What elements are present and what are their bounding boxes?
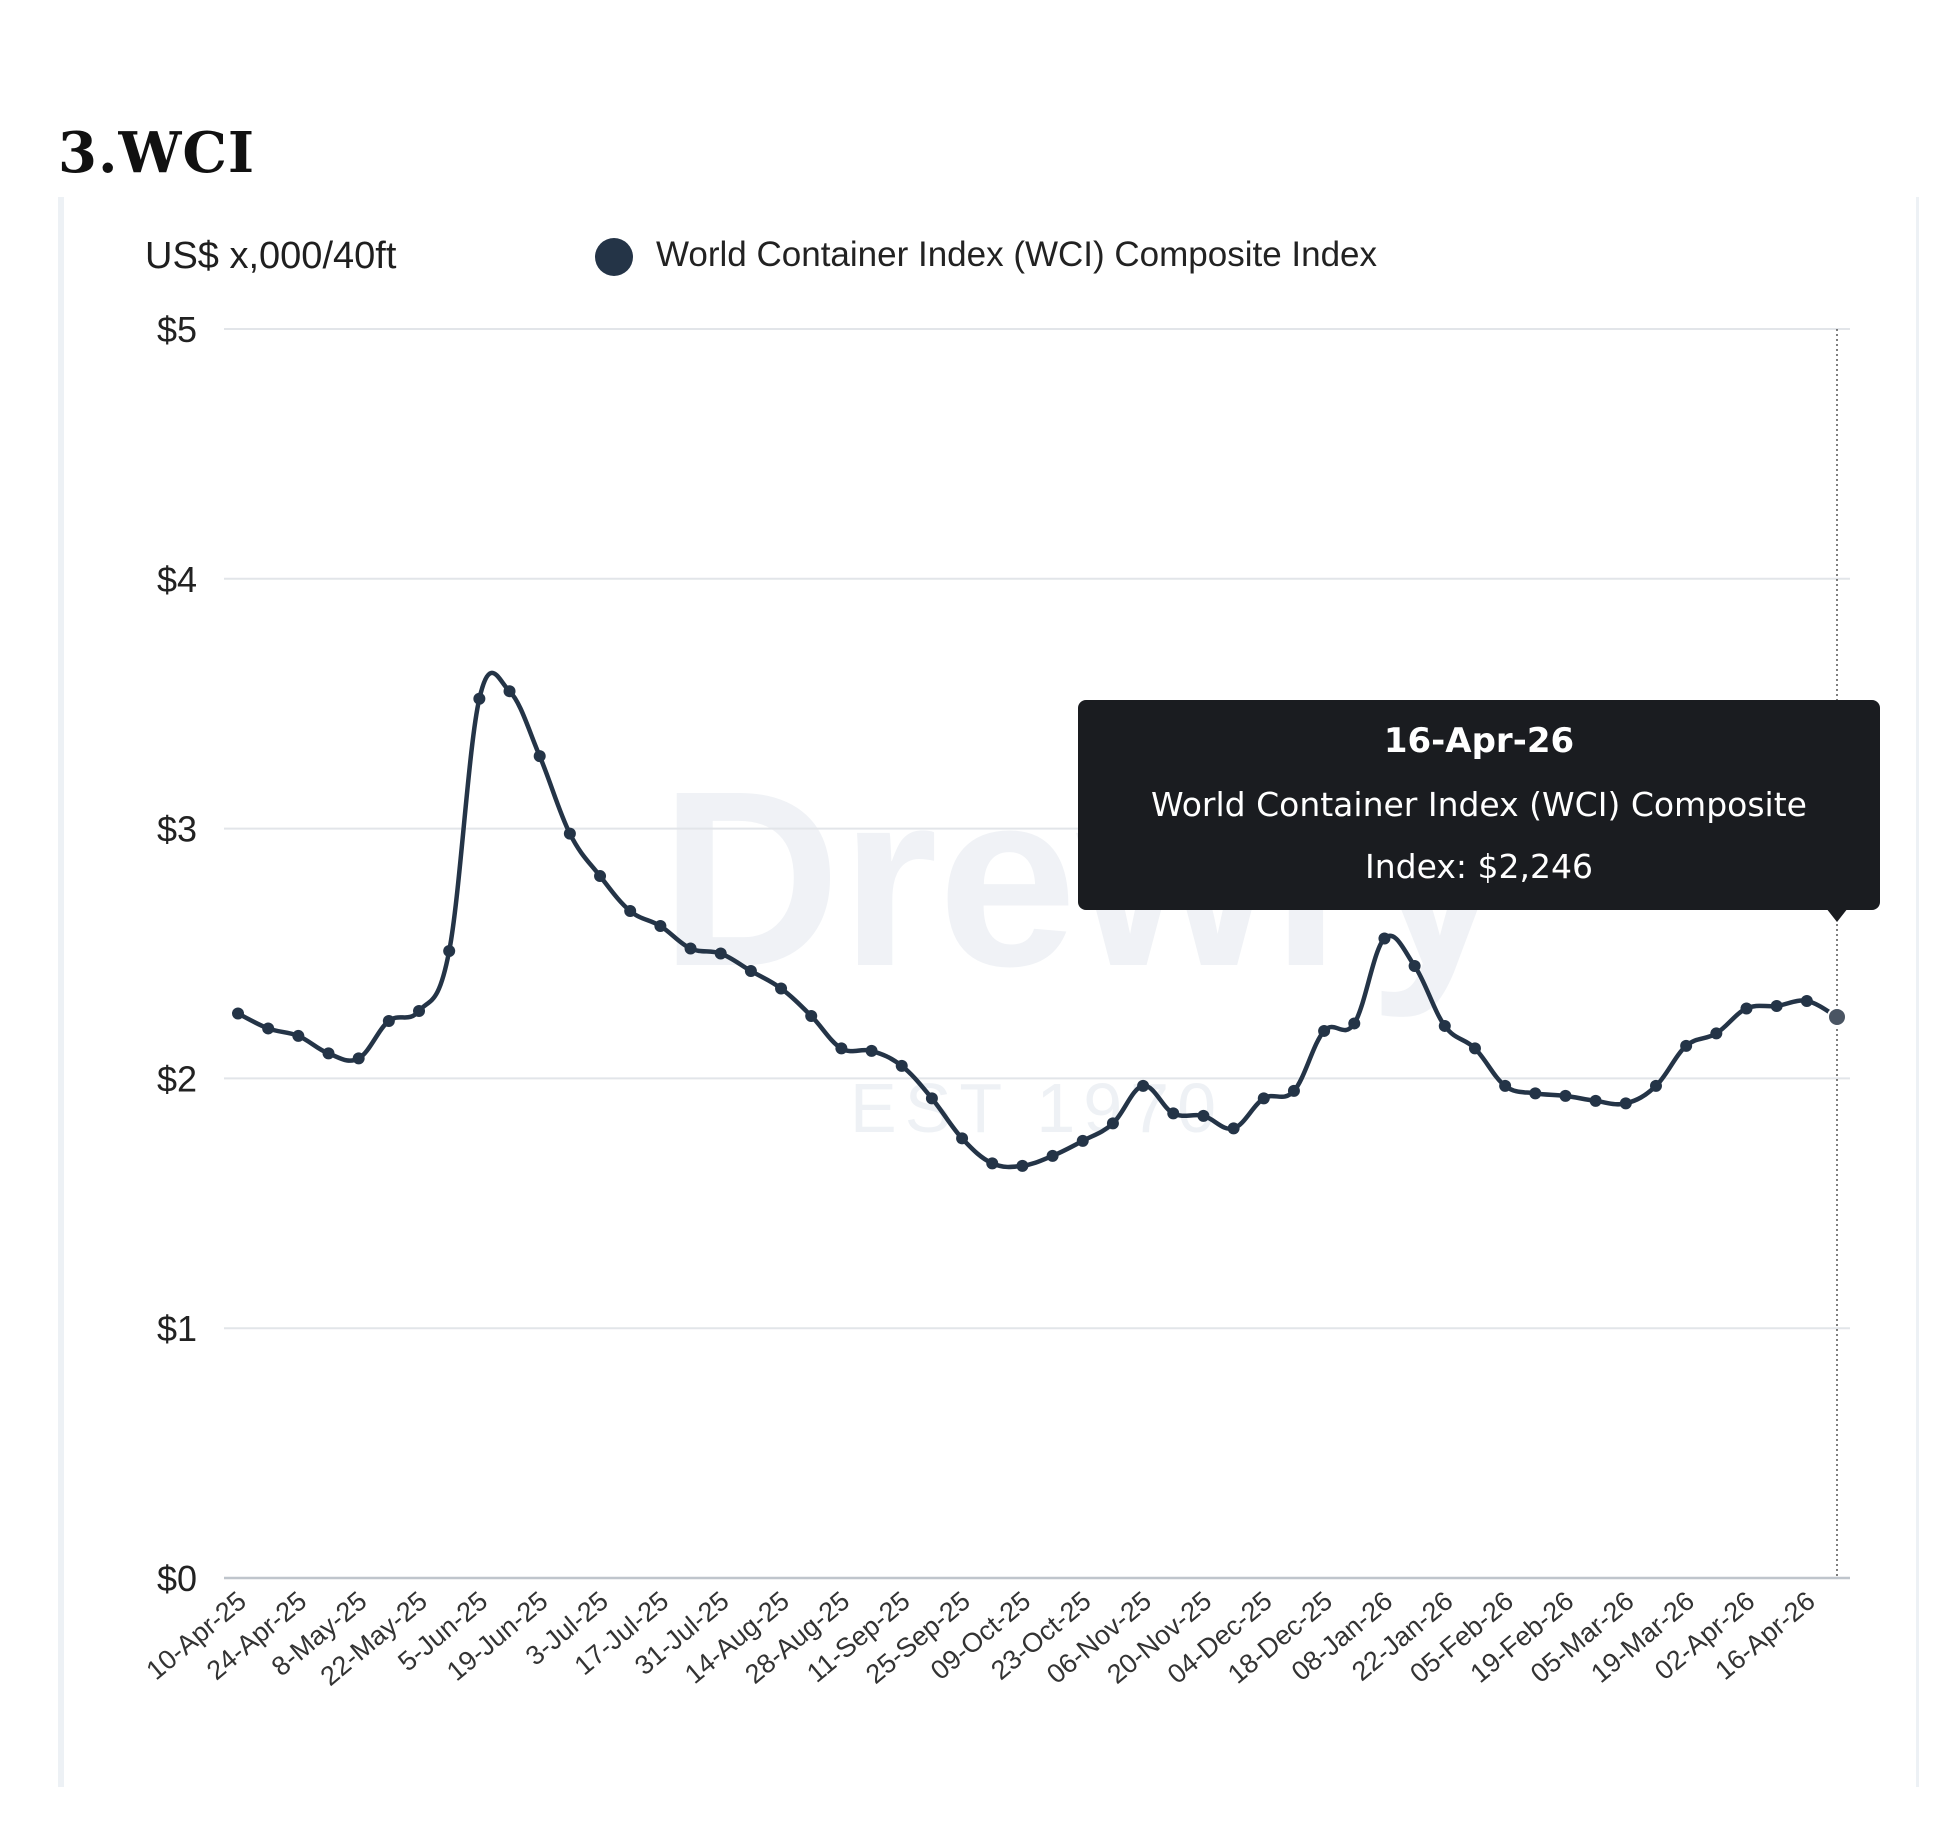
data-point[interactable]: [1499, 1079, 1512, 1092]
data-point[interactable]: [533, 750, 546, 763]
data-point[interactable]: [1710, 1027, 1723, 1040]
data-point[interactable]: [1016, 1159, 1029, 1172]
data-point[interactable]: [925, 1092, 938, 1105]
data-point[interactable]: [1408, 959, 1421, 972]
data-point[interactable]: [744, 964, 757, 977]
data-point[interactable]: [835, 1042, 848, 1055]
y-tick-label: $0: [157, 1558, 197, 1599]
data-point[interactable]: [1649, 1079, 1662, 1092]
y-axis: $0 $1 $2 $3 $4 $5: [157, 309, 197, 1599]
data-point[interactable]: [594, 870, 607, 883]
data-point[interactable]: [865, 1044, 878, 1057]
y-tick-label: $4: [157, 559, 197, 600]
data-point[interactable]: [1438, 1019, 1451, 1032]
data-point[interactable]: [1770, 999, 1783, 1012]
data-point[interactable]: [503, 685, 516, 698]
data-point[interactable]: [1287, 1084, 1300, 1097]
data-point[interactable]: [1680, 1039, 1693, 1052]
data-point[interactable]: [714, 947, 727, 960]
legend-label: World Container Index (WCI) Composite In…: [656, 235, 1378, 274]
data-point[interactable]: [382, 1014, 395, 1027]
data-point[interactable]: [1378, 932, 1391, 945]
data-point[interactable]: [1257, 1092, 1270, 1105]
data-point[interactable]: [352, 1052, 365, 1065]
chart-panel: [58, 197, 1919, 1787]
tooltip-series-name: World Container Index (WCI) Composite: [1151, 785, 1807, 824]
watermark-since: EST 1970: [850, 1069, 1224, 1147]
data-point[interactable]: [1046, 1149, 1059, 1162]
data-point[interactable]: [1167, 1107, 1180, 1120]
data-point[interactable]: [1619, 1097, 1632, 1110]
data-point[interactable]: [563, 827, 576, 840]
data-point[interactable]: [1137, 1079, 1150, 1092]
y-tick-label: $5: [157, 309, 197, 350]
data-point[interactable]: [624, 905, 637, 918]
data-point[interactable]: [895, 1059, 908, 1072]
tooltip: 16-Apr-26 World Container Index (WCI) Co…: [1078, 700, 1880, 922]
data-point[interactable]: [1318, 1024, 1331, 1037]
y-tick-label: $1: [157, 1308, 197, 1349]
data-point[interactable]: [413, 1004, 426, 1017]
data-point[interactable]: [654, 920, 667, 933]
y-unit-label: US$ x,000/40ft: [145, 235, 397, 277]
tooltip-pointer: [1826, 908, 1848, 922]
tooltip-date: 16-Apr-26: [1384, 721, 1574, 761]
y-tick-label: $3: [157, 809, 197, 850]
data-point[interactable]: [262, 1022, 275, 1035]
data-point[interactable]: [1589, 1094, 1602, 1107]
data-point[interactable]: [443, 945, 456, 958]
data-point[interactable]: [322, 1047, 335, 1060]
tooltip-box: [1078, 700, 1880, 910]
data-point[interactable]: [1529, 1087, 1542, 1100]
section-heading: 3.WCI: [58, 120, 256, 186]
data-point[interactable]: [1227, 1122, 1240, 1135]
data-point[interactable]: [775, 982, 788, 995]
data-point[interactable]: [1800, 994, 1813, 1007]
data-point[interactable]: [986, 1157, 999, 1170]
legend[interactable]: World Container Index (WCI) Composite In…: [595, 235, 1378, 276]
data-point[interactable]: [1076, 1134, 1089, 1147]
data-point[interactable]: [1197, 1109, 1210, 1122]
series-points[interactable]: [232, 685, 1847, 1172]
data-point[interactable]: [1348, 1017, 1361, 1030]
tooltip-value: Index: $2,246: [1365, 847, 1593, 886]
data-point[interactable]: [1740, 1002, 1753, 1015]
data-point[interactable]: [684, 942, 697, 955]
data-point[interactable]: [473, 692, 486, 705]
data-point[interactable]: [232, 1007, 244, 1020]
data-point[interactable]: [292, 1029, 305, 1042]
data-point[interactable]: [805, 1009, 818, 1022]
legend-marker-icon: [595, 238, 633, 276]
data-point[interactable]: [1468, 1042, 1481, 1055]
data-point[interactable]: [1106, 1117, 1119, 1130]
data-point[interactable]: [1559, 1089, 1572, 1102]
y-tick-label: $2: [157, 1058, 197, 1099]
data-point[interactable]: [1827, 1006, 1847, 1027]
x-axis: 10-Apr-2524-Apr-258-May-2522-May-255-Jun…: [141, 1586, 1821, 1692]
data-point[interactable]: [956, 1132, 969, 1145]
